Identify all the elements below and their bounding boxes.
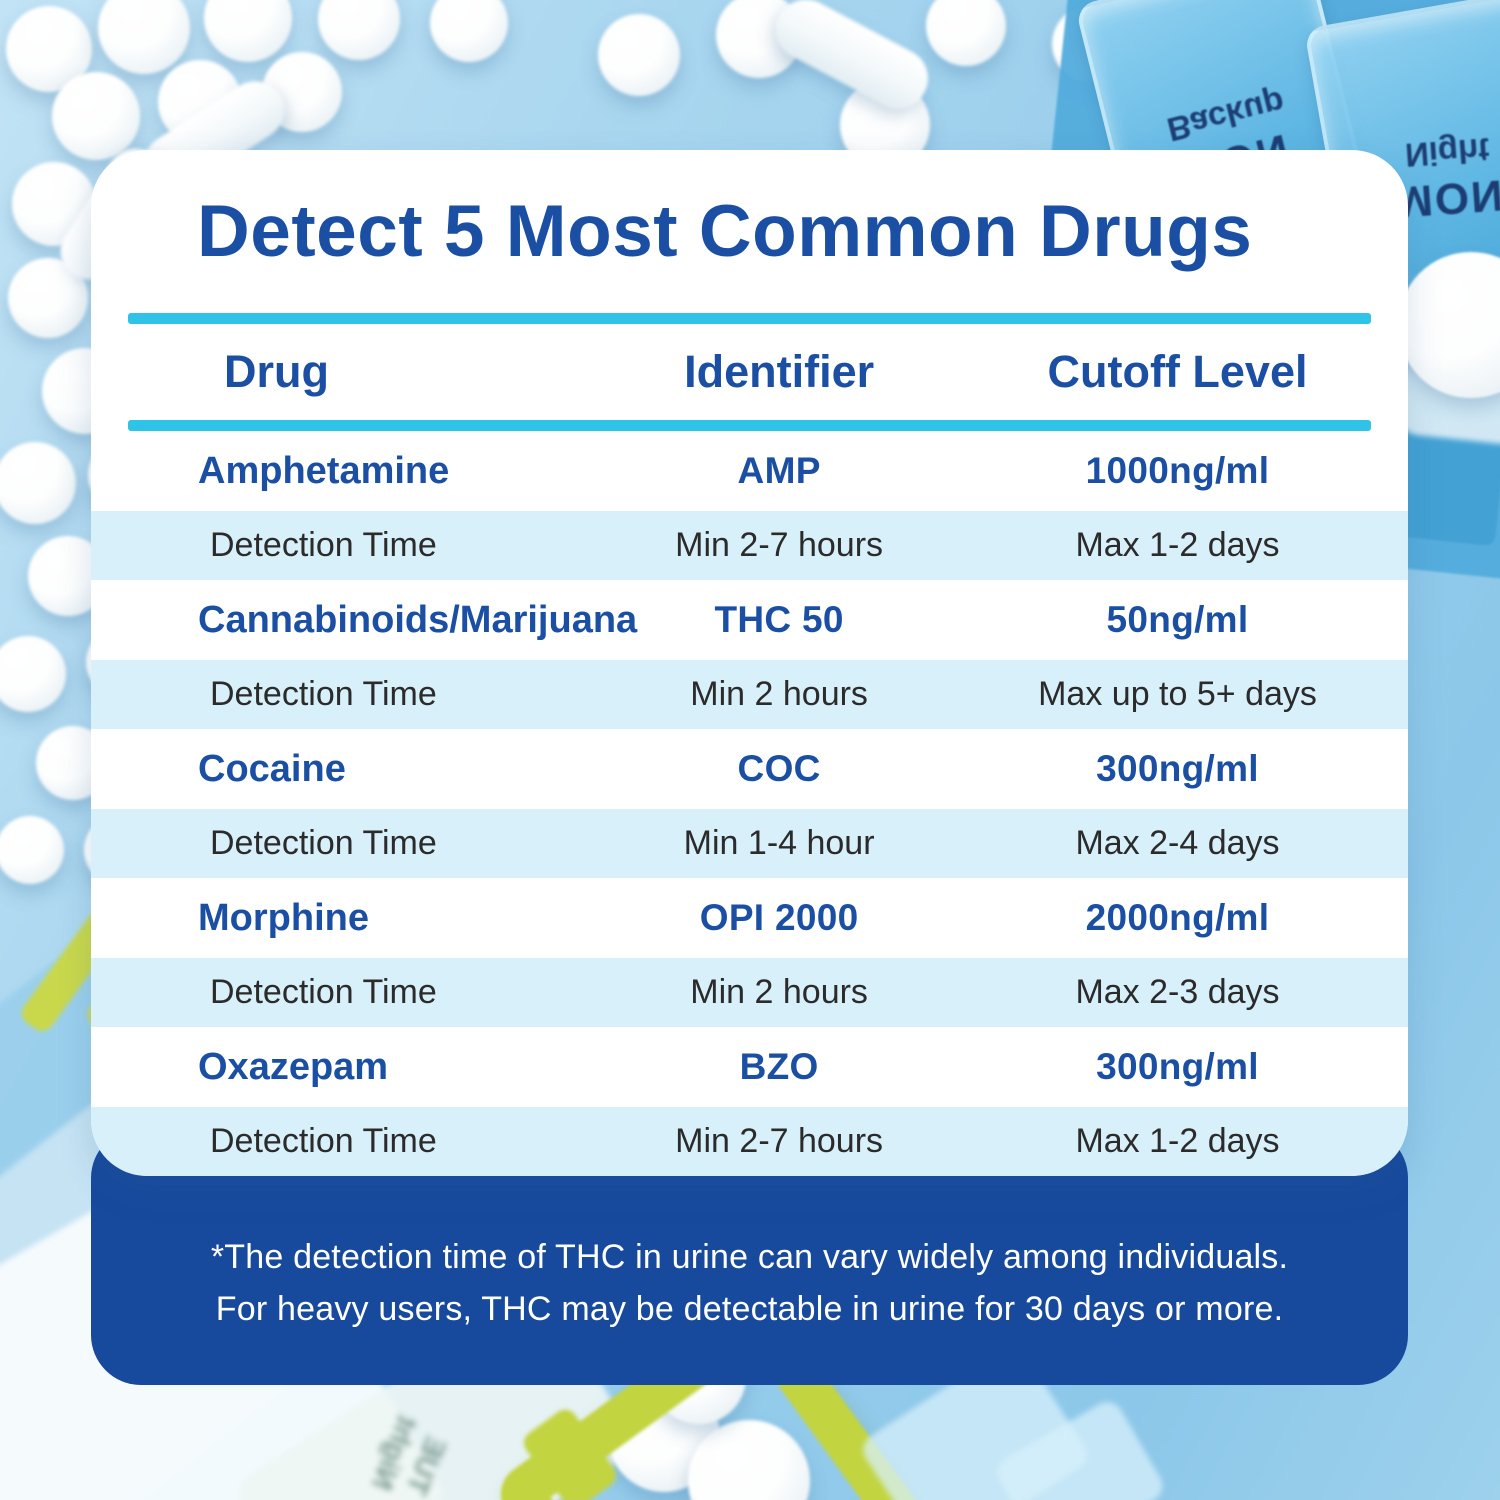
pill-tablet [98, 0, 190, 74]
detection-max: Max 1-2 days [1075, 526, 1280, 564]
drug-cutoff: 2000ng/ml [1085, 897, 1270, 938]
detection-max: Max 1-2 days [1075, 1122, 1280, 1160]
footnote-line-1: *The detection time of THC in urine can … [210, 1237, 1289, 1276]
pill-tablet [204, 0, 292, 62]
column-header-drug: Drug [224, 346, 329, 397]
table-row: Cannabinoids/Marijuana THC 50 50ng/ml [91, 580, 1408, 660]
drug-identifier: COC [737, 748, 821, 789]
detection-min: Min 2-7 hours [675, 1122, 884, 1160]
detection-min: Min 1-4 hour [683, 824, 875, 862]
detection-row: Detection Time Min 1-4 hour Max 2-4 days [91, 809, 1408, 878]
table-row: Morphine OPI 2000 2000ng/ml [91, 878, 1408, 958]
drug-identifier: OPI 2000 [699, 897, 859, 938]
column-header-identifier: Identifier [684, 346, 875, 397]
detection-max: Max 2-4 days [1075, 824, 1280, 862]
detection-label: Detection Time [210, 1122, 437, 1160]
divider-header-bottom [128, 420, 1371, 431]
detection-label: Detection Time [210, 973, 437, 1011]
pill-tablet [598, 14, 680, 96]
detection-row: Detection Time Min 2-7 hours Max 1-2 day… [91, 1107, 1408, 1176]
pill-tablet [926, 0, 1006, 66]
drug-cutoff: 1000ng/ml [1085, 450, 1270, 491]
divider-top [128, 313, 1371, 324]
detection-label: Detection Time [210, 675, 437, 713]
detection-label: Detection Time [210, 824, 437, 862]
drug-name: Cannabinoids/Marijuana [198, 598, 638, 641]
drug-name: Cocaine [198, 747, 346, 790]
pill-tablet [318, 0, 400, 60]
table-row: Oxazepam BZO 300ng/ml [91, 1027, 1408, 1107]
footnote-line-2: For heavy users, THC may be detectable i… [215, 1289, 1284, 1328]
detection-min: Min 2-7 hours [675, 526, 884, 564]
pill-tablet [52, 72, 140, 160]
drug-cutoff: 300ng/ml [1096, 1046, 1259, 1087]
table-row: Cocaine COC 300ng/ml [91, 729, 1408, 809]
info-card: Detect 5 Most Common Drugs Drug Identifi… [91, 150, 1408, 1176]
drug-identifier: BZO [739, 1046, 819, 1087]
detection-min: Min 2 hours [690, 675, 868, 713]
pill-tablet [430, 0, 508, 62]
detection-row: Detection Time Min 2-7 hours Max 1-2 day… [91, 511, 1408, 580]
drug-name: Morphine [198, 896, 369, 939]
detection-row: Detection Time Min 2 hours Max 2-3 days [91, 958, 1408, 1027]
drug-name: Amphetamine [198, 449, 450, 492]
detection-min: Min 2 hours [690, 973, 868, 1011]
detection-row: Detection Time Min 2 hours Max up to 5+ … [91, 660, 1408, 729]
organizer-slot-label: Night [1403, 131, 1491, 174]
detection-label: Detection Time [210, 526, 437, 564]
page-title: Detect 5 Most Common Drugs [197, 191, 1253, 272]
pill-tablet [0, 442, 76, 524]
organizer-day-label: MON [1394, 170, 1500, 227]
drug-cutoff: 50ng/ml [1106, 599, 1249, 640]
table-header-row: Drug Identifier Cutoff Level [91, 324, 1408, 420]
drug-identifier: AMP [737, 450, 821, 491]
column-header-cutoff: Cutoff Level [1047, 346, 1308, 397]
drug-identifier: THC 50 [714, 599, 844, 640]
pill-tablet [0, 636, 66, 712]
detection-max: Max 2-3 days [1075, 973, 1280, 1011]
drug-cutoff: 300ng/ml [1096, 748, 1259, 789]
pill-tablet [0, 816, 64, 884]
table-row: Amphetamine AMP 1000ng/ml [91, 431, 1408, 511]
detection-max: Max up to 5+ days [1038, 675, 1317, 713]
drug-name: Oxazepam [198, 1045, 389, 1088]
